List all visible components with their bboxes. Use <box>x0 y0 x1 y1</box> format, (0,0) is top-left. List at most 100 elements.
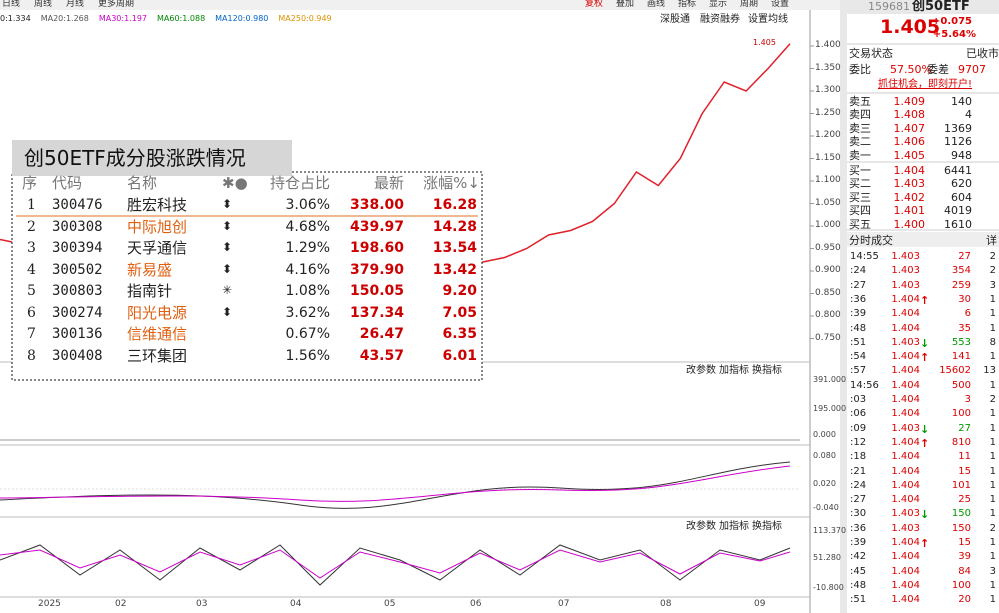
ad-link[interactable]: 抓住机会，即刻开户! <box>878 79 973 90</box>
row-code: 300803 <box>52 283 103 299</box>
row-code: 300502 <box>52 261 103 278</box>
y-tick-label: 0.900 <box>815 265 841 275</box>
row-mark: ⬍ <box>222 261 233 276</box>
trade-price: 1.404 <box>891 479 920 491</box>
panel-button[interactable]: 换指标 <box>752 521 782 532</box>
y-tick-label: 0.750 <box>815 332 841 343</box>
trade-price: 1.404 <box>891 537 920 548</box>
trade-time: :21 <box>850 465 867 477</box>
book-price: 1.407 <box>893 121 926 135</box>
trade-count: 1 <box>989 308 996 320</box>
panel-button[interactable]: 改参数 <box>686 365 716 376</box>
label: 委差 <box>927 63 949 76</box>
trade-volume: 3 <box>964 394 971 405</box>
toolbar-bg <box>0 0 840 10</box>
row-change: 13.54 <box>432 240 477 256</box>
trade-volume: 27 <box>958 422 971 434</box>
row-name: 胜宏科技 <box>127 196 188 214</box>
trade-count: 1 <box>989 465 996 477</box>
trade-price: 1.404 <box>891 494 920 506</box>
x-tick-label: 03 <box>196 599 208 609</box>
row-change: 7.05 <box>442 304 477 321</box>
toolbar-button[interactable]: 设置 <box>771 0 790 9</box>
trade-price: 1.404 <box>891 379 920 391</box>
period-tab[interactable]: 日线 <box>2 0 21 9</box>
toolbar-button[interactable]: 指标 <box>678 0 697 9</box>
trade-count: 1 <box>989 408 996 420</box>
row-name: 新易盛 <box>127 260 173 279</box>
trade-time: 14:55 <box>850 251 879 262</box>
trade-volume: 84 <box>958 565 971 577</box>
trade-count: 1 <box>989 451 996 463</box>
trade-time: :03 <box>850 394 867 405</box>
row-price: 26.47 <box>359 326 404 342</box>
trade-price: 1.403 <box>891 265 920 277</box>
y-tick-label: 1.000 <box>815 220 841 230</box>
ma-label: MA20:1.268 <box>40 14 89 23</box>
panel-button[interactable]: 改参数 <box>686 521 716 532</box>
trades-more[interactable]: 详 <box>986 234 997 247</box>
trade-price: 1.403 <box>891 522 920 534</box>
trade-count: 1 <box>989 436 996 448</box>
kdj-line <box>0 544 791 586</box>
row-name: 天孚通信 <box>127 239 188 257</box>
toolbar-button[interactable]: 周期 <box>740 0 759 9</box>
row-change: 13.42 <box>432 261 477 278</box>
kdj-signal <box>0 549 791 579</box>
chart-link[interactable]: 融资融券 <box>700 14 740 25</box>
trade-price: 1.404 <box>891 594 920 606</box>
overlay-title: 创50ETF成分股涨跌情况 <box>24 146 246 170</box>
period-tab[interactable]: 月线 <box>66 0 85 9</box>
table-header: 序 <box>22 174 38 192</box>
panel-button[interactable]: 换指标 <box>752 365 782 376</box>
table-header: ✱● <box>222 174 248 192</box>
trade-dir: ↑ <box>920 537 930 550</box>
trade-count: 2 <box>989 265 996 277</box>
trade-count: 1 <box>989 379 996 391</box>
trade-price: 1.404 <box>891 351 920 363</box>
trade-volume: 30 <box>958 293 971 305</box>
row-rank: 6 <box>27 304 36 321</box>
panel-button[interactable]: 加指标 <box>719 521 749 532</box>
book-price: 1.404 <box>893 164 926 177</box>
period-tab[interactable]: 更多周期 <box>98 0 135 9</box>
x-tick-label: 2025 <box>38 599 61 609</box>
row-mark: ⬍ <box>222 197 233 211</box>
period-tab[interactable]: 周线 <box>34 0 53 9</box>
book-volume: 1369 <box>944 121 972 135</box>
y-tick-label: 0.800 <box>815 310 841 320</box>
book-label: 买一 <box>849 164 871 177</box>
trade-volume: 6 <box>964 308 971 320</box>
trade-count: 1 <box>989 479 996 491</box>
trade-price: 1.404 <box>891 322 920 334</box>
row-price: 338.00 <box>349 197 404 213</box>
panel-button[interactable]: 加指标 <box>719 365 749 376</box>
toolbar-button[interactable]: 显示 <box>709 0 728 9</box>
row-price: 379.90 <box>349 261 404 278</box>
trade-volume: 101 <box>951 479 971 491</box>
row-rank: 3 <box>27 240 36 256</box>
overlay-title-bg <box>12 140 292 176</box>
stock-code: 159681 <box>868 0 910 13</box>
book-volume: 620 <box>951 177 972 191</box>
chart-link[interactable]: 设置均线 <box>748 14 788 25</box>
trade-volume: 810 <box>951 436 971 448</box>
row-mark: ⬍ <box>222 218 233 233</box>
book-label: 卖一 <box>849 148 871 162</box>
table-header: 最新 <box>373 174 404 192</box>
toolbar-button[interactable]: 画线 <box>647 0 666 9</box>
y-tick-label: 1.100 <box>815 175 841 185</box>
trade-count: 2 <box>989 522 996 534</box>
row-rank: 8 <box>27 347 36 364</box>
toolbar-button[interactable]: 复权 <box>585 0 604 9</box>
row-weight: 4.68% <box>285 218 330 235</box>
trade-volume: 15602 <box>939 365 971 377</box>
book-price: 1.403 <box>893 177 926 191</box>
trade-count: 1 <box>989 494 996 506</box>
chart-link[interactable]: 深股通 <box>660 14 690 25</box>
row-code: 300274 <box>52 304 103 321</box>
row-price: 198.60 <box>349 240 404 256</box>
row-mark: ✳ <box>222 283 233 297</box>
toolbar-button[interactable]: 叠加 <box>616 0 635 9</box>
